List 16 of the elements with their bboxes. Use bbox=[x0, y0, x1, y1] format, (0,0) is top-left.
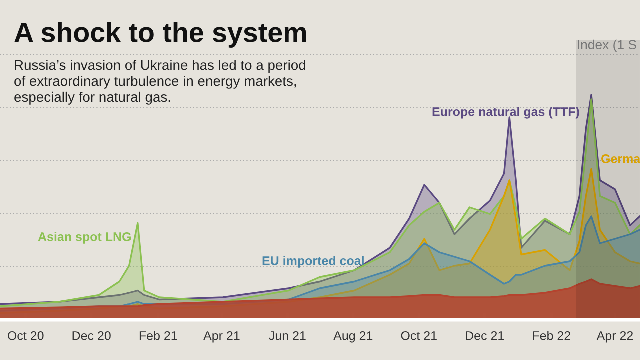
chart-subtitle: Russia’s invasion of Ukraine has led to a period of extraordinary turbulence in energy markets, especially for natural gas. bbox=[14, 60, 306, 105]
x-tick-label: Oct 20 bbox=[8, 331, 44, 340]
x-tick-label: Apr 21 bbox=[204, 331, 240, 343]
x-tick-label: Apr 22 bbox=[596, 331, 634, 343]
series-label: Europe natural gas (TTF) bbox=[432, 107, 580, 119]
x-tick-label: Oct 21 bbox=[401, 331, 437, 340]
series-label: EU imported coal bbox=[262, 256, 364, 268]
x-tick-label: Dec 21 bbox=[466, 331, 504, 340]
x-tick-label: Feb 22 bbox=[533, 331, 570, 340]
chart-title: A shock to the system bbox=[14, 22, 306, 48]
series-label: Asian spot LNG bbox=[38, 232, 131, 244]
y-axis-title: Index (1 S bbox=[578, 40, 636, 52]
x-tick-label: Dec 20 bbox=[72, 331, 111, 340]
x-tick-label: Jun 21 bbox=[269, 331, 306, 340]
x-tick-label: Aug 21 bbox=[334, 331, 373, 343]
x-tick-label: Feb 21 bbox=[140, 331, 178, 340]
